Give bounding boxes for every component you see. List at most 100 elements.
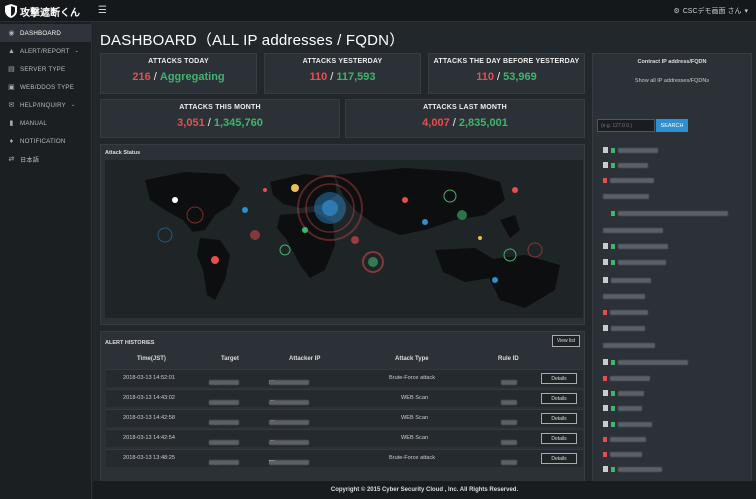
list-item[interactable]	[603, 146, 658, 154]
list-item[interactable]	[603, 389, 644, 397]
stat-attacks-day-before: ATTACKS THE DAY BEFORE YESTERDAY 110 / 5…	[428, 53, 585, 94]
sidebar-item-server-type[interactable]: ▤ SERVER TYPE	[0, 60, 91, 78]
details-button[interactable]: Details	[541, 393, 577, 404]
list-item[interactable]	[603, 161, 648, 169]
language-icon: ⇄	[8, 155, 15, 163]
details-button[interactable]: Details	[541, 373, 577, 384]
list-item[interactable]	[603, 226, 663, 234]
table-row[interactable]: 2018-03-13 14:42:58 any WEB Scan Details	[106, 409, 583, 427]
attack-type: Brute-Force attack	[389, 455, 436, 461]
sidebar-item-label: SERVER TYPE	[20, 65, 66, 73]
attack-type: WEB Scan	[401, 415, 429, 421]
status-marker	[611, 210, 615, 216]
status-marker	[603, 309, 607, 315]
list-item[interactable]	[603, 276, 651, 284]
menu-toggle-icon[interactable]: ☰	[98, 5, 107, 16]
stat-label: ATTACKS LAST MONTH	[423, 104, 507, 111]
sidebar-item-label: WEB/DDOS TYPE	[20, 83, 75, 91]
chevron-down-icon: ⌄	[70, 102, 76, 108]
panel-title: ALERT HISTORIES	[105, 340, 155, 346]
sidebar-item-web-ddos-type[interactable]: ▣ WEB/DDOS TYPE	[0, 78, 91, 96]
list-item[interactable]	[603, 176, 654, 184]
attack-type: Brute-Force attack	[389, 375, 436, 381]
user-menu[interactable]: ⚙ CSCデモ画面 さん ▾	[673, 6, 748, 16]
table-row[interactable]: 2018-03-13 14:42:54 any WEB Scan Details	[106, 429, 583, 447]
shield-icon	[603, 421, 608, 427]
status-marker	[611, 466, 615, 472]
attack-markers	[157, 175, 543, 283]
stat-value: 3,051 / 1,345,760	[177, 117, 263, 129]
shield-icon	[603, 277, 608, 283]
alert-time: 2018-03-13 13:48:25	[123, 455, 175, 461]
stat-label: ATTACKS TODAY	[148, 58, 209, 65]
list-item[interactable]	[603, 341, 655, 349]
alert-time: 2018-03-13 14:42:54	[123, 435, 175, 441]
sidebar-item-help-inquiry[interactable]: ✉ HELP/INQUIRY ⌄	[0, 96, 91, 114]
stat-attacks-yesterday: ATTACKS YESTERDAY 110 / 117,593	[264, 53, 421, 94]
status-marker	[611, 162, 615, 168]
list-item[interactable]	[603, 420, 652, 428]
shield-icon	[603, 405, 608, 411]
world-attack-map[interactable]	[105, 160, 583, 318]
status-marker	[611, 390, 615, 396]
logo-text: 攻撃遮断くん	[20, 7, 80, 19]
column-header: Rule ID	[498, 356, 519, 362]
stat-attacks-this-month: ATTACKS THIS MONTH 3,051 / 1,345,760	[100, 99, 340, 138]
shield-icon	[603, 162, 608, 168]
sidebar-item-language[interactable]: ⇄ 日本語	[0, 150, 91, 168]
shield-icon	[603, 359, 608, 365]
stat-label: ATTACKS THE DAY BEFORE YESTERDAY	[433, 58, 580, 65]
list-item[interactable]	[603, 192, 649, 200]
view-list-button[interactable]: View list	[552, 335, 580, 347]
world-map-graphic	[145, 168, 560, 308]
list-item[interactable]	[603, 465, 662, 473]
stat-label: ATTACKS THIS MONTH	[179, 104, 261, 111]
alert-histories-panel: ALERT HISTORIES View list Time(JST) Targ…	[100, 331, 585, 493]
details-button[interactable]: Details	[541, 453, 577, 464]
show-all-link[interactable]: Show all IP addresses/FQDNs	[634, 78, 710, 84]
continents-shapes	[145, 168, 560, 308]
user-name: CSCデモ画面 さん	[682, 8, 742, 15]
list-item[interactable]	[603, 450, 642, 458]
status-marker	[611, 405, 615, 411]
list-item[interactable]	[603, 324, 645, 332]
status-marker	[611, 243, 615, 249]
list-item[interactable]	[603, 435, 646, 443]
stat-value: 4,007 / 2,835,001	[422, 117, 508, 129]
list-item[interactable]	[603, 358, 688, 366]
sidebar-item-alert-report[interactable]: ▲ ALERT/REPORT ⌄	[0, 42, 91, 60]
sidebar-item-dashboard[interactable]: ◉ DASHBOARD	[0, 24, 91, 42]
status-marker	[603, 375, 607, 381]
sidebar-item-manual[interactable]: ▮ MANUAL	[0, 114, 91, 132]
table-row[interactable]: 2018-03-13 14:52:01 any Brute-Force atta…	[106, 369, 583, 387]
list-item[interactable]	[603, 258, 666, 266]
list-item[interactable]	[611, 209, 728, 217]
search-button[interactable]: SEARCH	[656, 119, 688, 132]
details-button[interactable]: Details	[541, 413, 577, 424]
stat-attacks-last-month: ATTACKS LAST MONTH 4,007 / 2,835,001	[345, 99, 585, 138]
shield-logo-icon	[5, 4, 17, 18]
status-marker	[603, 451, 607, 457]
list-item[interactable]	[603, 374, 650, 382]
shield-icon	[603, 259, 608, 265]
ip-search-input[interactable]: (e.g. 127.0.0.)	[597, 119, 655, 132]
table-row[interactable]: 2018-03-13 13:48:25 any Brute-Force atta…	[106, 449, 583, 467]
column-header: Attack Type	[395, 356, 429, 362]
logo[interactable]: 攻撃遮断くん	[5, 3, 80, 19]
sidebar-item-label: NOTIFICATION	[20, 137, 66, 145]
list-item[interactable]	[603, 292, 645, 300]
list-item[interactable]	[603, 404, 642, 412]
details-button[interactable]: Details	[541, 433, 577, 444]
status-marker	[611, 259, 615, 265]
shield-icon	[603, 243, 608, 249]
bell-icon: ♦	[9, 137, 14, 145]
status-marker	[611, 359, 615, 365]
list-item[interactable]	[603, 242, 668, 250]
shield-icon	[603, 147, 608, 153]
column-header: Time(JST)	[137, 356, 166, 362]
sidebar-item-notification[interactable]: ♦ NOTIFICATION	[0, 132, 91, 150]
manual-icon: ▮	[9, 119, 14, 127]
table-row[interactable]: 2018-03-13 14:43:02 any WEB Scan Details	[106, 389, 583, 407]
list-item[interactable]	[603, 308, 648, 316]
